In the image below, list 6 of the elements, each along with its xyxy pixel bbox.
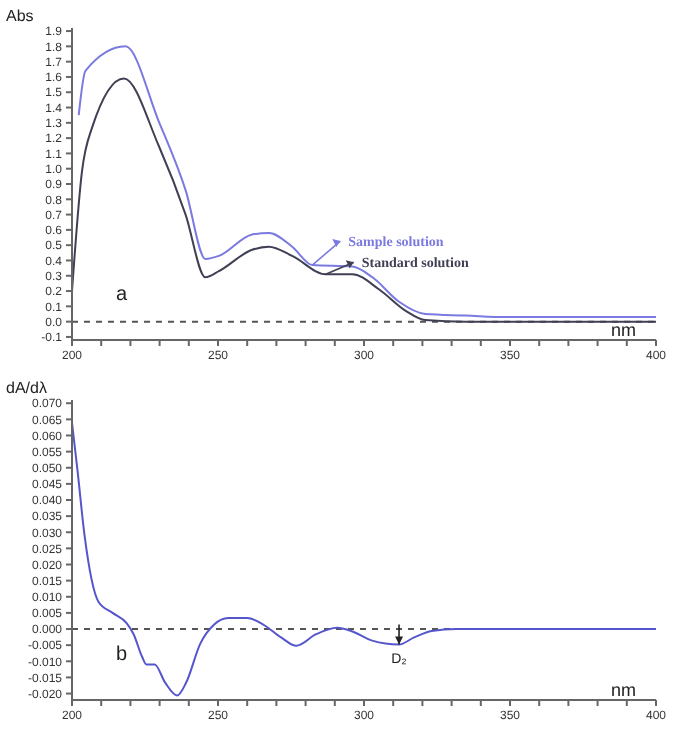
x-axis-title: nm: [610, 320, 636, 340]
annotation: b: [116, 644, 128, 666]
y-axis-title: Abs: [6, 7, 34, 26]
annotation: a: [116, 284, 128, 306]
y-axis-title: dA/dλ: [6, 379, 47, 398]
x-axis-title: nm: [610, 680, 636, 700]
